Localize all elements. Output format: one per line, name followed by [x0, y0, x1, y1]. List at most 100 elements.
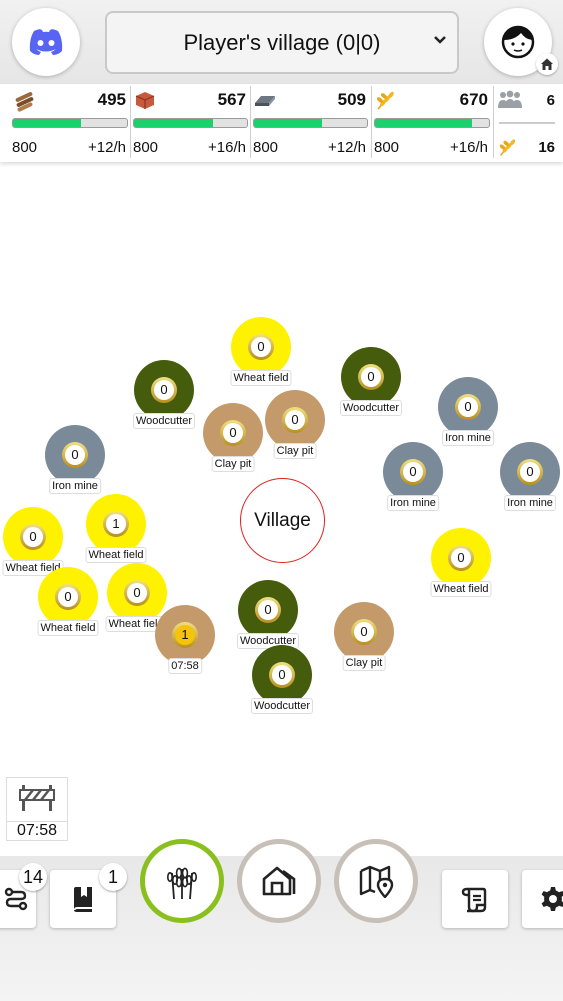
clay-pit-field[interactable]: 0: [203, 403, 263, 463]
avatar-icon: [501, 25, 535, 59]
clay-amount: 567: [217, 90, 246, 109]
crop-consumption-value: 16: [538, 138, 555, 156]
settings-button[interactable]: [522, 870, 563, 928]
field-level: 1: [175, 625, 195, 645]
wheat-icon: [167, 867, 197, 900]
iron-amount: 509: [337, 90, 366, 109]
field-level: 0: [458, 397, 478, 417]
scroll-icon: [461, 887, 487, 913]
field-label: Iron mine: [504, 495, 556, 511]
construction-barrier-icon: [19, 785, 55, 811]
iron-icon: [255, 96, 275, 106]
wheat-field[interactable]: 0: [3, 507, 63, 567]
population-panel: 6 16: [497, 84, 563, 162]
field-label: Wheat field: [230, 370, 292, 386]
field-label: Iron mine: [442, 430, 494, 446]
field-level: 0: [258, 600, 278, 620]
home-village-button[interactable]: [536, 53, 558, 75]
iron-mine-field[interactable]: 0: [438, 377, 498, 437]
population-icon: [498, 90, 522, 108]
crop-storage-bar: [374, 118, 490, 128]
field-label: Woodcutter: [339, 400, 403, 416]
routes-count: 14: [22, 866, 44, 887]
build-queue-time: 07:58: [7, 821, 67, 840]
route-icon: [4, 887, 28, 911]
build-queue[interactable]: 07:58: [6, 777, 68, 841]
field-label: Iron mine: [387, 495, 439, 511]
field-label: Wheat field: [2, 560, 64, 576]
iron-capacity: 800: [253, 139, 279, 156]
home-icon: [541, 58, 553, 70]
field-level: 0: [520, 462, 540, 482]
wood-storage-bar: [12, 118, 128, 128]
population-value: 6: [546, 91, 555, 109]
discord-button[interactable]: [12, 8, 80, 76]
woodcutter-field[interactable]: 0: [341, 347, 401, 407]
iron-mine-field[interactable]: 0: [500, 442, 560, 502]
map-view-button[interactable]: [334, 839, 418, 923]
wood-capacity: 800: [12, 139, 38, 156]
wheat-field[interactable]: 0: [107, 563, 167, 623]
village-selector[interactable]: Player's village (0|0): [105, 11, 459, 74]
field-label: Wheat field: [85, 547, 147, 563]
field-label: Wheat field: [37, 620, 99, 636]
top-bar: Player's village (0|0): [0, 0, 563, 84]
field-label: Woodcutter: [132, 413, 196, 429]
wheat-field[interactable]: 0: [231, 317, 291, 377]
clay-capacity: 800: [133, 139, 159, 156]
profile-button[interactable]: [484, 8, 552, 76]
map-icon: [359, 865, 394, 898]
field-level: 0: [127, 583, 147, 603]
wood-icon: [15, 92, 34, 112]
field-label: Wheat field: [105, 616, 167, 632]
iron-mine-field[interactable]: 0: [383, 442, 443, 502]
field-label: Wheat field: [430, 581, 492, 597]
resource-bar: 495 800 +12/h 567 800 +16/h 509 800 +12/…: [0, 84, 563, 162]
iron-mine-field[interactable]: 0: [45, 425, 105, 485]
field-level: 0: [223, 423, 243, 443]
resource-wood: 495 800 +12/h: [10, 84, 130, 162]
field-level: 1: [106, 514, 126, 534]
field-level: 0: [354, 622, 374, 642]
iron-rate: +12/h: [328, 139, 366, 156]
resource-iron: 509 800 +12/h: [251, 84, 370, 162]
discord-icon: [29, 29, 63, 55]
field-level: 0: [251, 337, 271, 357]
crop-amount: 670: [459, 90, 488, 109]
field-label: Clay pit: [342, 655, 386, 671]
woodcutter-field[interactable]: 0: [238, 580, 298, 640]
field-label: Clay pit: [211, 456, 255, 472]
wheat-field[interactable]: 0: [38, 567, 98, 627]
field-level: 0: [403, 462, 423, 482]
field-level: 0: [58, 587, 78, 607]
resources-view-button[interactable]: [140, 839, 224, 923]
village-name: Player's village (0|0): [183, 29, 381, 55]
reports-button[interactable]: [442, 870, 508, 928]
field-level: 0: [361, 367, 381, 387]
village-view-button[interactable]: [237, 839, 321, 923]
village-center-button[interactable]: Village: [240, 478, 325, 563]
book-icon: [74, 887, 92, 912]
buildings-icon: [262, 866, 296, 896]
gear-icon: [541, 887, 563, 911]
field-label: Iron mine: [49, 478, 101, 494]
wood-amount: 495: [97, 90, 126, 109]
clay-rate: +16/h: [208, 139, 246, 156]
field-level: 0: [285, 410, 305, 430]
quest-count-badge: 1: [99, 863, 127, 891]
wheat-field[interactable]: 1: [86, 494, 146, 554]
field-level: 0: [154, 380, 174, 400]
wood-rate: +12/h: [88, 139, 126, 156]
wheat-field[interactable]: 0: [431, 528, 491, 588]
clay-pit-field-upgrading[interactable]: 1: [155, 605, 215, 665]
quest-count: 1: [107, 866, 118, 887]
village-center-label: Village: [254, 509, 311, 531]
field-level: 0: [23, 527, 43, 547]
clay-pit-field[interactable]: 0: [334, 602, 394, 662]
woodcutter-field[interactable]: 0: [134, 360, 194, 420]
clay-icon: [135, 92, 155, 109]
routes-count-badge: 14: [19, 863, 47, 891]
field-level: 0: [65, 445, 85, 465]
clay-pit-field[interactable]: 0: [265, 390, 325, 450]
woodcutter-field[interactable]: 0: [252, 645, 312, 705]
